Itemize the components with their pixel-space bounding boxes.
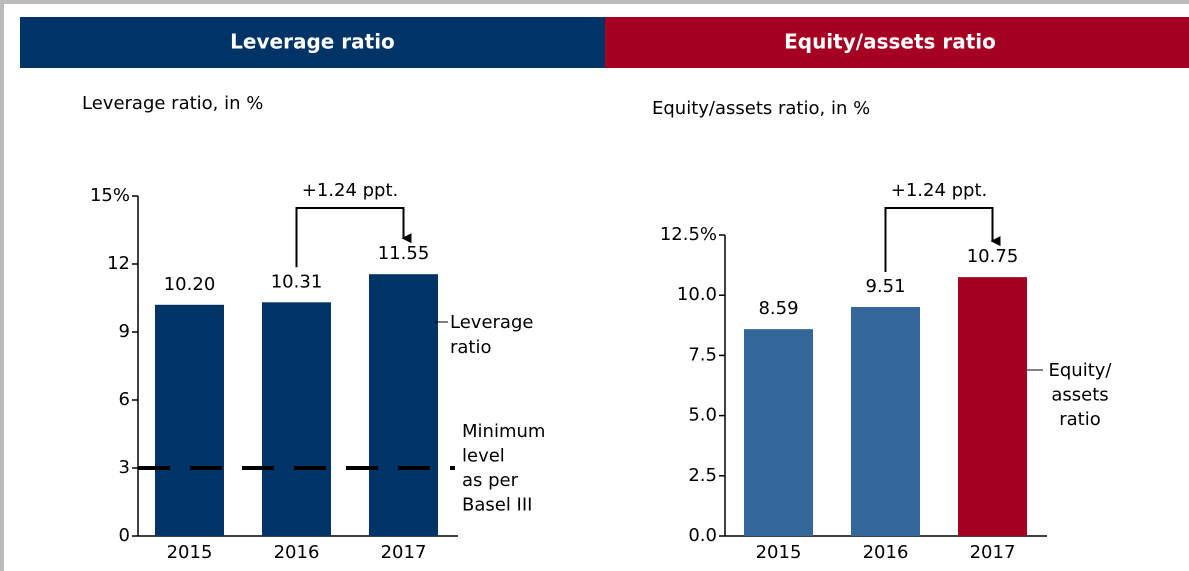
value-label: 10.31 [271, 271, 323, 292]
header-band [20, 17, 605, 68]
y-tick-label: 15% [90, 185, 130, 206]
y-tick-label: 12 [107, 253, 130, 274]
bar [369, 274, 438, 536]
y-tick-label: 0.0 [688, 525, 717, 546]
value-label: 9.51 [865, 276, 905, 297]
x-tick-label: 2015 [756, 542, 802, 563]
subtitle: Leverage ratio, in % [82, 93, 263, 114]
annotation-bracket [884, 207, 1001, 272]
bar [262, 302, 331, 536]
y-tick-label: 3 [119, 457, 130, 478]
series-label: ratio [1059, 409, 1101, 430]
x-tick-label: 2015 [167, 542, 213, 563]
value-label: 10.75 [967, 246, 1019, 267]
y-tick-label: 9 [119, 321, 130, 342]
x-tick-label: 2017 [970, 542, 1016, 563]
y-tick-label: 2.5 [688, 465, 717, 486]
value-label: 11.55 [378, 243, 430, 264]
y-tick-label: 5.0 [688, 405, 717, 426]
value-label: 8.59 [758, 298, 798, 319]
x-tick-label: 2017 [381, 542, 427, 563]
reference-label: Basel III [462, 495, 532, 516]
bar [851, 306, 920, 536]
y-tick-label: 0 [119, 525, 130, 546]
x-tick-label: 2016 [863, 542, 909, 563]
reference-label: level [462, 446, 505, 467]
bar [155, 304, 224, 536]
reference-label: as per [462, 470, 519, 491]
header-title: Equity/assets ratio [784, 30, 996, 54]
annotation: +1.24 ppt. [302, 180, 399, 201]
value-label: 10.20 [164, 274, 216, 295]
bar [744, 329, 813, 536]
reference-label: Minimum [462, 421, 545, 442]
header-band [605, 17, 1189, 68]
series-label: Equity/ [1049, 360, 1113, 381]
bar [958, 277, 1027, 536]
y-tick-label: 12.5% [660, 224, 717, 245]
annotation: +1.24 ppt. [891, 180, 988, 201]
header-title: Leverage ratio [230, 30, 395, 54]
series-label: Leverage [450, 312, 533, 333]
annotation-bracket [295, 207, 412, 268]
y-tick-label: 7.5 [688, 344, 717, 365]
y-tick-label: 10.0 [677, 284, 717, 305]
series-label: ratio [450, 337, 492, 358]
series-label: assets [1051, 385, 1108, 406]
x-tick-label: 2016 [274, 542, 320, 563]
subtitle: Equity/assets ratio, in % [652, 98, 870, 119]
y-tick-label: 6 [119, 389, 130, 410]
